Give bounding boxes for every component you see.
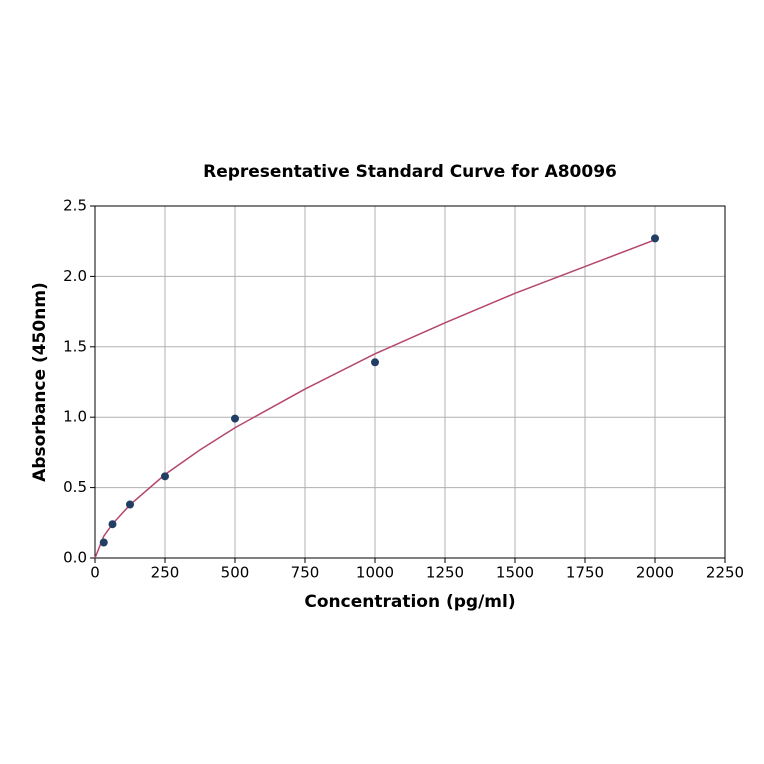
y-tick-label: 1.0 [63, 408, 87, 426]
plot-frame [94, 205, 726, 559]
x-tick-label: 2250 [706, 564, 744, 582]
data-point [126, 500, 134, 509]
x-tick-label: 1500 [496, 564, 534, 582]
y-tick-label: 2.0 [63, 267, 87, 285]
x-tick-label: 250 [151, 564, 180, 582]
data-point [108, 520, 117, 529]
data-point [371, 358, 379, 367]
x-tick-label: 0 [90, 564, 100, 582]
x-tick-label: 2000 [636, 564, 674, 582]
y-tick-label: 0.0 [63, 549, 87, 567]
data-point [651, 234, 659, 243]
data-point [99, 538, 108, 547]
x-tick-label: 500 [221, 564, 250, 582]
chart-title: Representative Standard Curve for A80096 [203, 162, 617, 182]
x-tick-label: 1000 [356, 564, 394, 582]
x-axis-label: Concentration (pg/ml) [304, 592, 515, 612]
y-tick-label: 2.5 [63, 197, 87, 215]
y-tick-label: 1.5 [63, 337, 87, 355]
y-axis-label: Absorbance (450nm) [30, 282, 50, 482]
x-tick-label: 750 [291, 564, 320, 582]
data-point [161, 472, 169, 481]
x-tick-label: 1250 [426, 564, 464, 582]
x-tick-label: 1750 [566, 564, 604, 582]
data-point [231, 414, 239, 423]
y-tick-label: 0.5 [63, 478, 87, 496]
